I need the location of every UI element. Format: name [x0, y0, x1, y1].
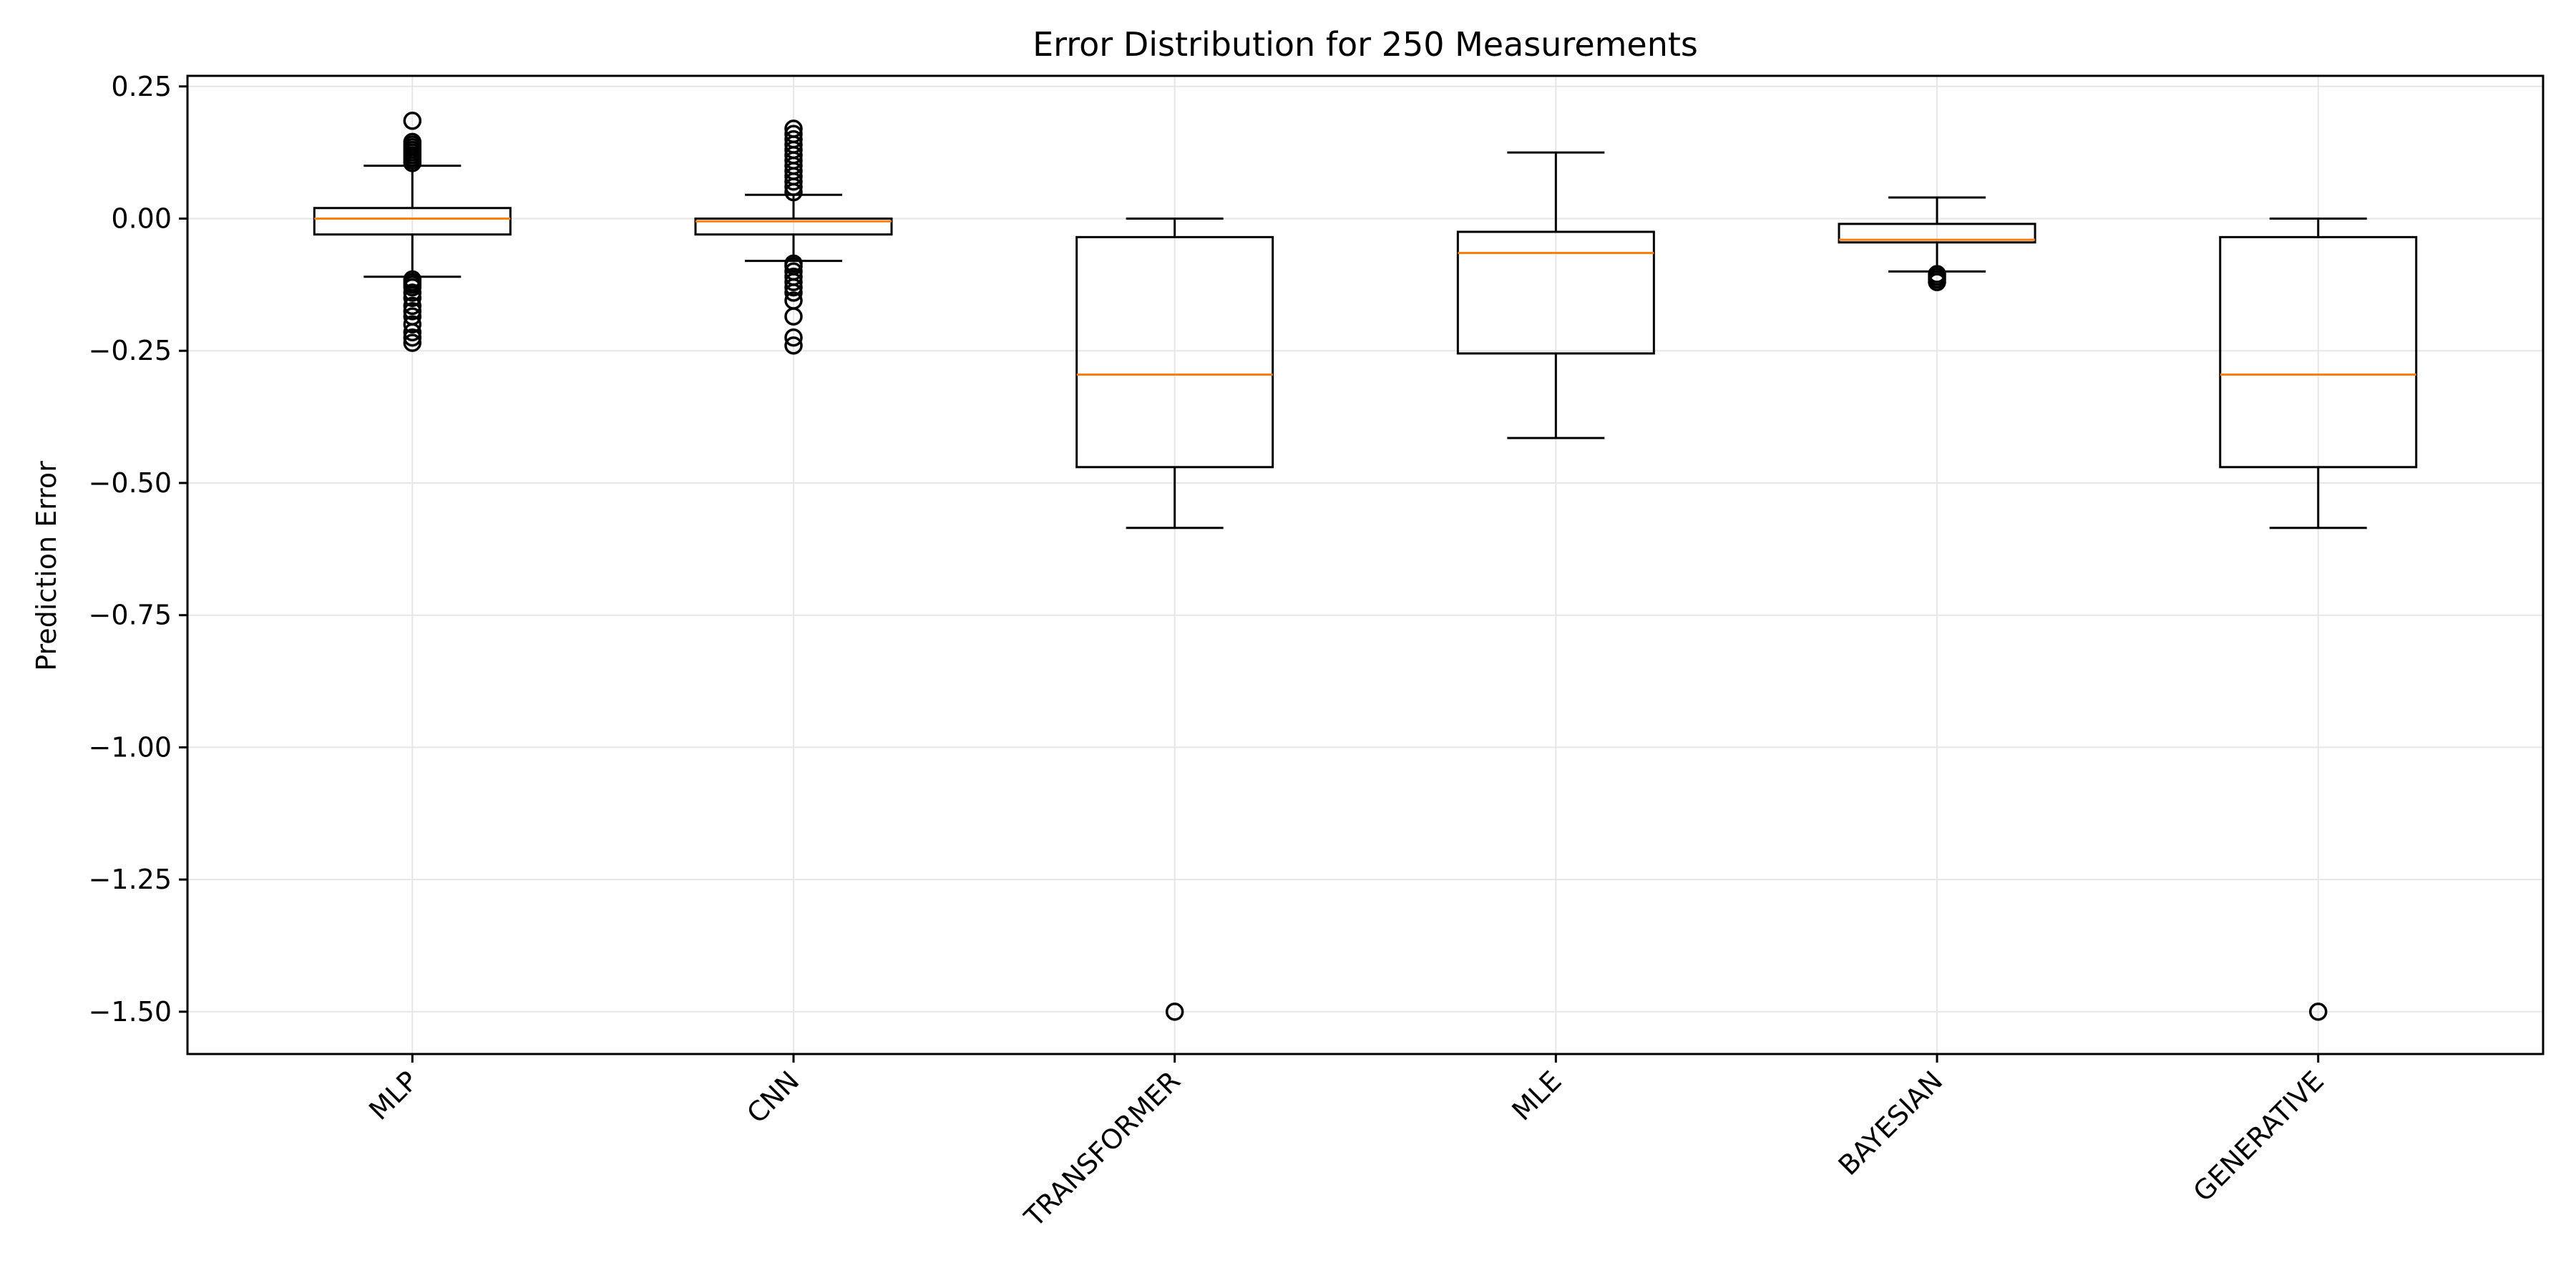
outlier-point — [403, 323, 422, 342]
outlier-point — [403, 288, 422, 308]
y-tick-label: −1.25 — [89, 864, 172, 895]
iqr-box — [1838, 223, 2036, 244]
y-tick-label: −1.00 — [89, 731, 172, 763]
outlier-point — [403, 112, 422, 130]
boxes — [313, 112, 2418, 1021]
chart-title: Error Distribution for 250 Measurements — [1033, 25, 1698, 64]
outlier-point — [403, 154, 422, 172]
box-bayesian — [1838, 196, 2036, 291]
box-mlp — [313, 112, 512, 352]
x-tick-label: GENERATIVE — [2187, 1065, 2331, 1208]
box-cnn — [694, 119, 893, 355]
x-tick-label: CNN — [741, 1065, 805, 1129]
outlier-point — [403, 302, 422, 321]
outlier-point — [403, 328, 422, 347]
outlier-point — [784, 336, 803, 355]
outlier-point — [403, 315, 422, 334]
iqr-box — [2219, 235, 2418, 469]
box-mle — [1456, 151, 1655, 439]
outlier-point — [403, 296, 422, 316]
iqr-box — [1075, 235, 1274, 469]
outlier-point — [1165, 1002, 1184, 1021]
outlier-point — [1928, 273, 1946, 291]
y-tick-label: 0.00 — [111, 203, 172, 235]
x-tick-label: MLE — [1506, 1065, 1567, 1126]
outlier-point — [784, 283, 803, 302]
y-tick-label: −0.75 — [89, 600, 172, 631]
outlier-point — [784, 172, 803, 191]
outlier-point — [403, 333, 422, 352]
outlier-point — [784, 182, 803, 202]
x-tick-label: TRANSFORMER — [1018, 1065, 1186, 1233]
outlier-point — [784, 307, 803, 326]
plot-area-frame — [186, 74, 2545, 1055]
outlier-point — [784, 278, 803, 297]
outlier-point — [403, 278, 422, 297]
outlier-point — [784, 177, 803, 196]
iqr-box — [1456, 230, 1655, 355]
outlier-point — [403, 283, 422, 302]
iqr-box — [694, 218, 893, 236]
y-axis-ticks: 0.25 0.00 −0.25 −0.50 −0.75 −1.00 −1.25 −1.50 — [89, 71, 187, 1028]
iqr-box — [313, 207, 512, 236]
y-tick-label: 0.25 — [111, 71, 172, 102]
x-tick-label: MLP — [363, 1065, 424, 1126]
box-transformer — [1075, 218, 1274, 1021]
x-axis-ticks: MLP CNN TRANSFORMER MLE BAYESIAN GENERATIVE — [363, 1054, 2330, 1234]
outlier-point — [784, 328, 803, 347]
box-generative — [2219, 218, 2418, 1021]
y-axis-title: Prediction Error — [31, 461, 62, 671]
y-tick-label: −0.25 — [89, 335, 172, 366]
grid-lines — [187, 76, 2543, 1054]
y-tick-label: −0.50 — [89, 467, 172, 499]
x-tick-label: BAYESIAN — [1833, 1065, 1949, 1181]
y-tick-label: −1.50 — [89, 996, 172, 1028]
outlier-point — [2308, 1002, 2328, 1021]
outlier-point — [784, 273, 803, 291]
